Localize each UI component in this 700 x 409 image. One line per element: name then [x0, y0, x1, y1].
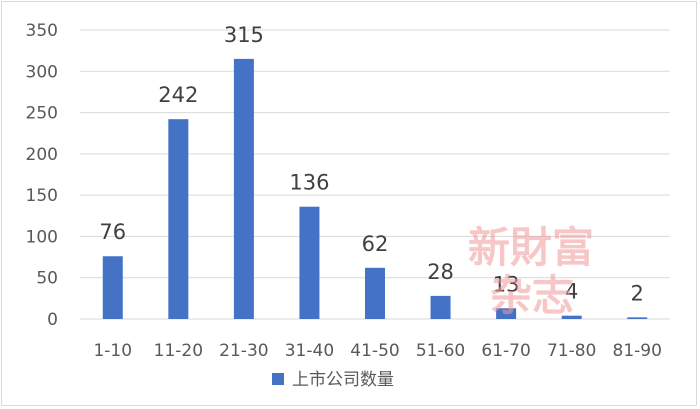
y-axis-ticks: 0 50 100 150 200 250 300 350: [26, 21, 58, 330]
data-label-1-10: 76: [99, 220, 126, 244]
bar-21-30: [233, 58, 254, 320]
data-label-31-40: 136: [289, 171, 329, 195]
data-label-51-60: 28: [427, 260, 454, 284]
bar-61-70: [496, 308, 517, 319]
watermark-line2: 杂志: [490, 271, 574, 320]
data-label-21-30: 315: [224, 23, 264, 47]
bar-51-60: [430, 295, 451, 319]
x-tick-label: 81-90: [613, 341, 662, 361]
bars: [102, 58, 648, 320]
bar-41-50: [365, 267, 385, 319]
data-label-41-50: 62: [362, 232, 389, 256]
legend-label: 上市公司数量: [292, 370, 394, 390]
legend: 上市公司数量: [272, 370, 394, 390]
watermark: 新財富 杂志: [468, 223, 594, 320]
y-tick-label: 350: [26, 21, 58, 41]
y-tick-label: 50: [36, 269, 58, 289]
bar-31-40: [299, 206, 320, 319]
data-label-61-70: 13: [493, 272, 520, 296]
x-tick-label: 71-80: [547, 341, 596, 361]
data-labels: 76 242 315 136 62 28 13 4 2: [99, 23, 643, 305]
x-tick-label: 51-60: [416, 341, 465, 361]
x-tick-label: 1-10: [93, 341, 132, 361]
data-label-71-80: 4: [565, 280, 578, 304]
x-tick-label: 41-50: [350, 341, 399, 361]
y-tick-label: 100: [26, 227, 58, 247]
bar-11-20: [168, 119, 189, 319]
bar-81-90: [627, 317, 648, 319]
watermark-line1: 新財富: [468, 223, 594, 272]
y-tick-label: 250: [26, 104, 58, 124]
x-tick-label: 11-20: [154, 341, 203, 361]
y-tick-label: 200: [26, 145, 58, 165]
y-tick-label: 0: [47, 310, 58, 330]
y-tick-label: 150: [26, 186, 58, 206]
data-label-11-20: 242: [158, 83, 198, 107]
y-tick-label: 300: [26, 62, 58, 82]
data-label-81-90: 2: [631, 281, 644, 305]
bar-1-10: [102, 256, 123, 319]
x-tick-label: 31-40: [285, 341, 334, 361]
x-axis-ticks: 1-10 11-20 21-30 31-40 41-50 51-60 61-70 71-80 8…: [93, 341, 661, 361]
x-tick-label: 61-70: [481, 341, 530, 361]
x-tick-label: 21-30: [219, 341, 268, 361]
bar-71-80: [561, 315, 582, 319]
legend-swatch: [272, 373, 284, 385]
